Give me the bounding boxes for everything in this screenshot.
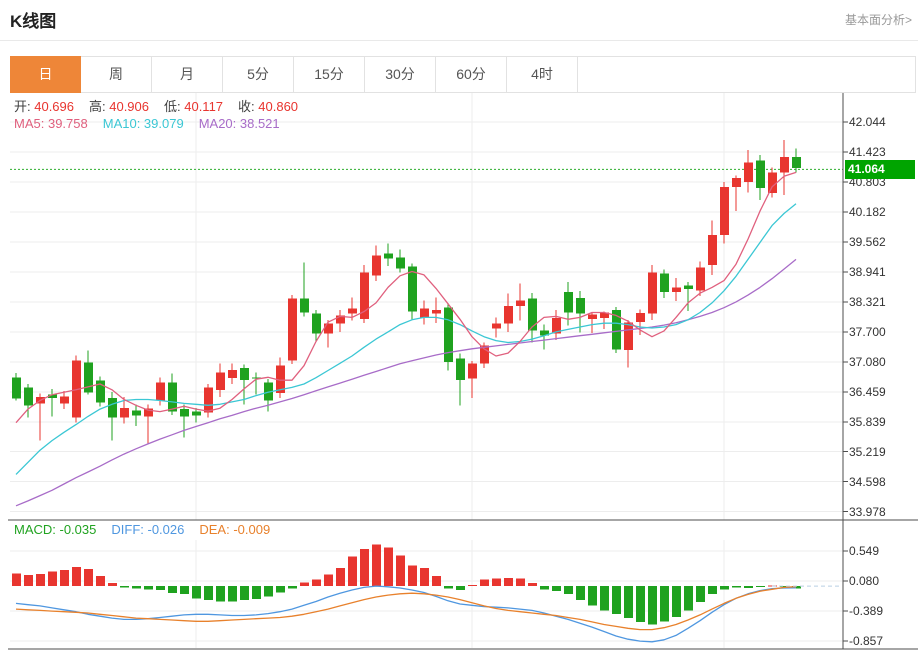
price-tick-label: 36.459 — [849, 384, 886, 399]
legend-value: -0.009 — [233, 522, 271, 537]
legend-pair: 高: 40.906 — [89, 99, 149, 114]
legend-value: 40.860 — [258, 99, 299, 114]
ma20-line — [15, 258, 797, 507]
tab-60分[interactable]: 60分 — [436, 56, 507, 93]
price-tick-label: 35.219 — [849, 444, 886, 459]
macd-tick-label: 0.080 — [849, 574, 880, 588]
legend-pair: 收: 40.860 — [238, 99, 298, 114]
tab-日[interactable]: 日 — [10, 56, 81, 93]
period-tabs: 日周月 5分 15分 30分 60分 4时 — [10, 56, 916, 93]
price-tick-label: 37.700 — [849, 324, 886, 339]
dea-line — [15, 586, 797, 631]
legend-pair: DIFF: -0.026 — [111, 522, 184, 537]
legend-value: -0.026 — [147, 522, 185, 537]
macd-tick-label: -0.389 — [849, 604, 884, 618]
legend-value: 38.521 — [239, 116, 280, 131]
price-tick-label: 33.978 — [849, 504, 886, 519]
page-title: K线图 — [10, 12, 57, 31]
price-tick-label: 34.598 — [849, 474, 886, 489]
tab-15分[interactable]: 15分 — [294, 56, 365, 93]
legend-label: DIFF: — [111, 522, 148, 537]
legend-value: -0.035 — [59, 522, 97, 537]
tab-4时[interactable]: 4时 — [507, 56, 578, 93]
current-price-badge: 41.064 — [845, 159, 915, 179]
ma5-line — [15, 171, 797, 424]
price-tick-label: 40.182 — [849, 204, 886, 219]
axis-layer — [8, 93, 918, 650]
legend-label: MA5: — [14, 116, 48, 131]
macd-tick-label: 0.549 — [849, 544, 880, 558]
legend-value: 39.758 — [47, 116, 88, 131]
header-divider — [0, 40, 918, 41]
legend-value: 39.079 — [143, 116, 184, 131]
tab-月[interactable]: 月 — [152, 56, 223, 93]
legend-value: 40.117 — [184, 99, 224, 114]
macd-legend-row: MACD: -0.035 DIFF: -0.026 DEA: -0.009 — [14, 522, 285, 537]
legend-label: 高: — [89, 99, 110, 114]
price-tick-label: 42.044 — [849, 115, 886, 129]
price-tick-label: 35.839 — [849, 414, 886, 429]
legend-pair: MACD: -0.035 — [14, 522, 96, 537]
price-tick-label: 38.941 — [849, 264, 886, 279]
legend-label: MACD: — [14, 522, 60, 537]
macd-tick-label: -0.857 — [849, 633, 884, 648]
price-tick-label: 41.423 — [849, 145, 886, 159]
legend-value: 40.696 — [34, 99, 74, 114]
price-tick-label: 37.080 — [849, 354, 886, 369]
legend-pair: DEA: -0.009 — [199, 522, 270, 537]
legend-label: MA10: — [102, 116, 144, 131]
legend-pair: MA20: 38.521 — [199, 116, 280, 131]
legend-label: 低: — [164, 99, 185, 114]
legend-label: DEA: — [199, 522, 234, 537]
legend-value: 40.906 — [109, 99, 149, 114]
ma10-line — [15, 203, 797, 475]
legend-pair: MA10: 39.079 — [103, 116, 184, 131]
legend-label: 收: — [238, 99, 259, 114]
macd-histogram — [12, 544, 801, 625]
candles-layer — [12, 140, 801, 444]
tab-30分[interactable]: 30分 — [365, 56, 436, 93]
price-tick-label: 39.562 — [849, 234, 886, 249]
ohlc-row: 开: 40.696 高: 40.906 低: 40.117 收: 40.860 — [14, 96, 313, 115]
tab-周[interactable]: 周 — [81, 56, 152, 93]
tab-5分[interactable]: 5分 — [223, 56, 294, 93]
tabs-filler — [578, 56, 916, 93]
legend-pair: 开: 40.696 — [14, 99, 74, 114]
legend-label: MA20: — [198, 116, 240, 131]
price-tick-label: 38.321 — [849, 294, 886, 309]
legend-pair: MA5: 39.758 — [14, 116, 88, 131]
ma-legend-row: MA5: 39.758 MA10: 39.079 MA20: 38.521 — [14, 116, 295, 131]
legend-label: 开: — [14, 99, 35, 114]
grid-layer — [10, 93, 843, 648]
fundamental-analysis-link[interactable]: 基本面分析> — [844, 13, 912, 27]
legend-pair: 低: 40.117 — [164, 99, 223, 114]
